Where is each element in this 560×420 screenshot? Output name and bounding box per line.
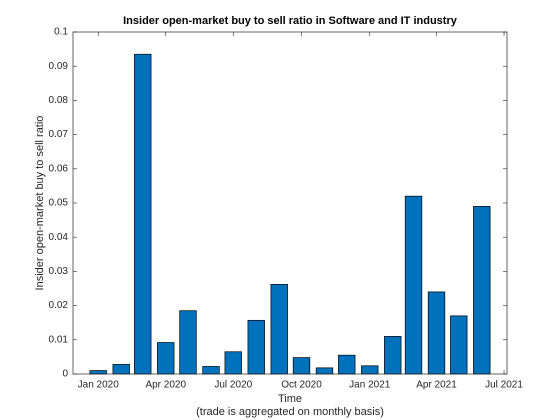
bar xyxy=(338,354,356,375)
bar xyxy=(315,367,334,375)
y-tick-label: 0.04 xyxy=(49,232,69,243)
x-tick-label: Jan 2021 xyxy=(349,380,391,391)
y-tick-label: 0.08 xyxy=(49,95,69,106)
bar xyxy=(89,370,107,375)
bar xyxy=(112,364,130,375)
bar xyxy=(202,366,220,375)
y-tick-label: 0.07 xyxy=(49,129,69,140)
bar xyxy=(361,365,379,375)
bar xyxy=(292,357,311,375)
bar xyxy=(473,206,491,375)
y-tick-label: 0.05 xyxy=(49,198,69,209)
bar xyxy=(157,342,175,375)
y-axis-label: Insider open-market buy to sell ratio xyxy=(34,116,46,291)
plot-frame xyxy=(72,31,508,375)
bar xyxy=(247,319,265,375)
bar xyxy=(404,195,423,375)
x-tick-label: Jul 2021 xyxy=(485,380,523,391)
x-tick-label: Apr 2020 xyxy=(145,380,186,391)
bar xyxy=(384,336,402,375)
x-tick-label: Apr 2021 xyxy=(416,380,457,391)
x-tick-label: Jan 2020 xyxy=(78,380,120,391)
y-tick-label: 0 xyxy=(62,369,68,380)
y-tick-label: 0.1 xyxy=(54,27,68,38)
x-axis-note: (trade is aggregated on monthly basis) xyxy=(196,406,384,418)
x-tick-label: Oct 2020 xyxy=(281,380,322,391)
bar xyxy=(270,284,288,375)
bar xyxy=(427,291,446,375)
bar xyxy=(134,53,152,375)
bar xyxy=(224,351,242,375)
y-tick-label: 0.09 xyxy=(49,61,69,72)
chart-title: Insider open-market buy to sell ratio in… xyxy=(123,15,458,27)
x-axis-label: Time xyxy=(278,393,302,405)
bar xyxy=(450,315,468,375)
x-tick-label: Jul 2020 xyxy=(214,380,252,391)
y-tick-label: 0.06 xyxy=(49,163,69,174)
bar xyxy=(179,310,197,375)
y-tick-label: 0.03 xyxy=(49,266,69,277)
y-tick-label: 0.02 xyxy=(49,300,69,311)
y-tick-label: 0.01 xyxy=(49,334,69,345)
